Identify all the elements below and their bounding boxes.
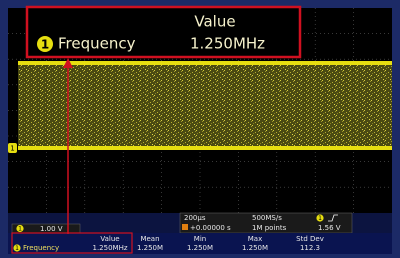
channel-marker-label: 1 — [10, 145, 14, 153]
timebase: 200µs — [184, 214, 206, 222]
record-length: 1M points — [252, 224, 287, 232]
waveform-low — [18, 146, 392, 150]
table-header: Std Dev — [296, 235, 324, 243]
table-cell: 1.250M — [187, 244, 213, 252]
waveform-high — [18, 61, 392, 65]
channel-badge-label: 1 — [18, 226, 22, 233]
sample-rate: 500MS/s — [252, 214, 282, 222]
callout-value: 1.250MHz — [190, 35, 265, 53]
table-cell: 1.250MHz — [92, 244, 127, 252]
row-label: Frequency — [23, 244, 59, 252]
trigger-position: +0.00000 s — [190, 224, 231, 232]
trigger-icon — [182, 224, 188, 230]
table-header: Min — [194, 235, 206, 243]
table-header: Value — [100, 235, 119, 243]
table-header: Max — [248, 235, 262, 243]
channel-scale: 1.00 V — [40, 225, 63, 233]
table-cell: 112.3 — [300, 244, 320, 252]
callout-header: Value — [194, 13, 235, 31]
trigger-level: 1.56 V — [318, 224, 341, 232]
waveform-noise — [18, 65, 392, 146]
callout-badge-label: 1 — [41, 38, 49, 52]
trigger-badge-label: 1 — [318, 215, 322, 222]
row-badge-label: 1 — [15, 245, 19, 252]
table-header: Mean — [140, 235, 159, 243]
table-cell: 1.250M — [242, 244, 268, 252]
scope-screenshot: 1 1 1.00 V 200µs 500MS/s 1 +0.00000 s 1M… — [0, 0, 400, 254]
callout-label: Frequency — [58, 35, 136, 53]
table-cell: 1.250M — [137, 244, 163, 252]
